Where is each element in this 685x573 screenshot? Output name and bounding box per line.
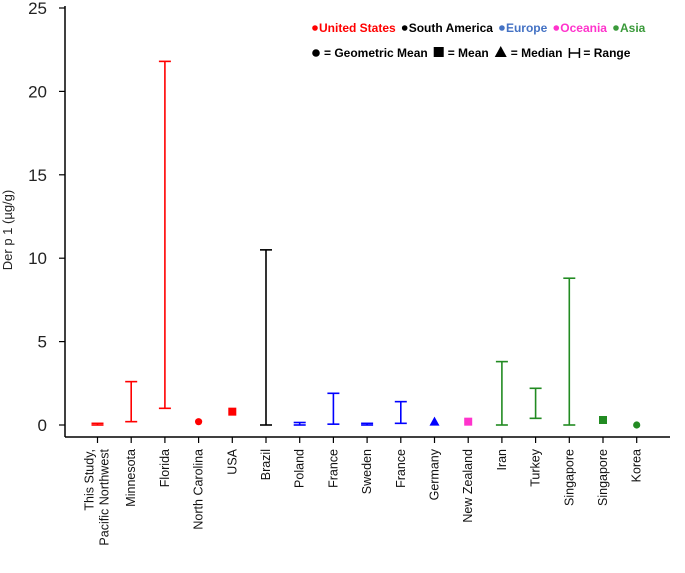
legend-region-dot bbox=[401, 25, 408, 31]
y-tick-label: 25 bbox=[28, 0, 47, 18]
legend-square-symbol bbox=[433, 47, 444, 57]
data-point bbox=[394, 400, 407, 425]
data-point bbox=[125, 380, 138, 423]
axes: 0 5 10 15 20 25 This Study, Pacific Northwest Mi… bbox=[28, 0, 670, 546]
data-point bbox=[228, 407, 237, 416]
median-marker bbox=[429, 416, 440, 426]
data-point bbox=[327, 392, 340, 425]
x-category-label: Poland bbox=[293, 449, 307, 488]
x-category-label: Brazil bbox=[259, 449, 273, 480]
data-marks bbox=[91, 60, 641, 429]
x-category-label: Korea bbox=[630, 449, 644, 482]
legend-region-dot bbox=[553, 25, 560, 31]
y-tick-label: 20 bbox=[28, 82, 47, 101]
legend-region-label: South America bbox=[409, 21, 494, 35]
legend-marker-label: = Range bbox=[583, 46, 630, 60]
x-category-label: Minnesota bbox=[124, 449, 138, 507]
y-tick-label: 0 bbox=[38, 416, 47, 435]
x-category-label: Singapore bbox=[596, 449, 610, 506]
data-point bbox=[464, 417, 473, 426]
legend-region-dot bbox=[613, 25, 619, 31]
data-point bbox=[495, 360, 508, 426]
legend-region-label: Europe bbox=[506, 21, 548, 35]
geometric-mean-marker bbox=[633, 421, 641, 429]
x-category-label: Sweden bbox=[360, 449, 374, 494]
x-category-label: New Zealand bbox=[461, 449, 475, 523]
x-category-label: USA bbox=[225, 448, 239, 474]
x-category-label: France bbox=[326, 449, 340, 488]
legend: United States South America Europe Oceania A… bbox=[312, 21, 646, 60]
x-category-label: Iran bbox=[495, 449, 509, 471]
legend-region-label: United States bbox=[319, 21, 396, 35]
data-point bbox=[361, 422, 374, 426]
data-point bbox=[599, 415, 607, 424]
legend-marker-label: = Geometric Mean bbox=[324, 46, 428, 60]
x-category-label: North Carolina bbox=[192, 449, 206, 530]
y-axis-title: Der p 1 (µg/g) bbox=[0, 190, 15, 270]
data-point bbox=[195, 418, 203, 426]
geometric-mean-marker bbox=[195, 418, 203, 426]
data-point bbox=[633, 421, 641, 429]
data-point bbox=[91, 422, 104, 426]
mean-marker bbox=[464, 417, 473, 426]
legend-region-dot bbox=[499, 25, 505, 31]
y-tick-label: 15 bbox=[28, 166, 47, 185]
data-point bbox=[293, 421, 306, 426]
data-point bbox=[260, 249, 272, 426]
mean-marker bbox=[228, 407, 237, 416]
x-category-label: Pacific Northwest bbox=[98, 448, 112, 545]
mean-marker bbox=[599, 415, 607, 424]
x-category-label: France bbox=[394, 449, 408, 488]
legend-region-dot bbox=[312, 25, 318, 31]
data-point bbox=[158, 60, 171, 410]
data-point bbox=[429, 416, 440, 426]
y-tick-label: 5 bbox=[38, 333, 47, 352]
y-tick-label: 10 bbox=[28, 249, 47, 268]
x-category-label: Singapore bbox=[562, 449, 576, 506]
x-category-label: Florida bbox=[158, 449, 172, 487]
legend-circle-symbol bbox=[312, 49, 320, 57]
x-category-label: This Study, bbox=[83, 449, 97, 511]
data-point bbox=[563, 277, 576, 426]
legend-marker-label: = Median bbox=[511, 46, 563, 60]
legend-region-label: Oceania bbox=[560, 21, 607, 35]
legend-region-label: Asia bbox=[620, 21, 646, 35]
x-category-label: Turkey bbox=[529, 448, 543, 486]
data-point bbox=[529, 387, 542, 420]
x-category-label: Germany bbox=[428, 448, 442, 500]
legend-triangle-symbol bbox=[494, 46, 507, 57]
legend-marker-label: = Mean bbox=[448, 46, 489, 60]
